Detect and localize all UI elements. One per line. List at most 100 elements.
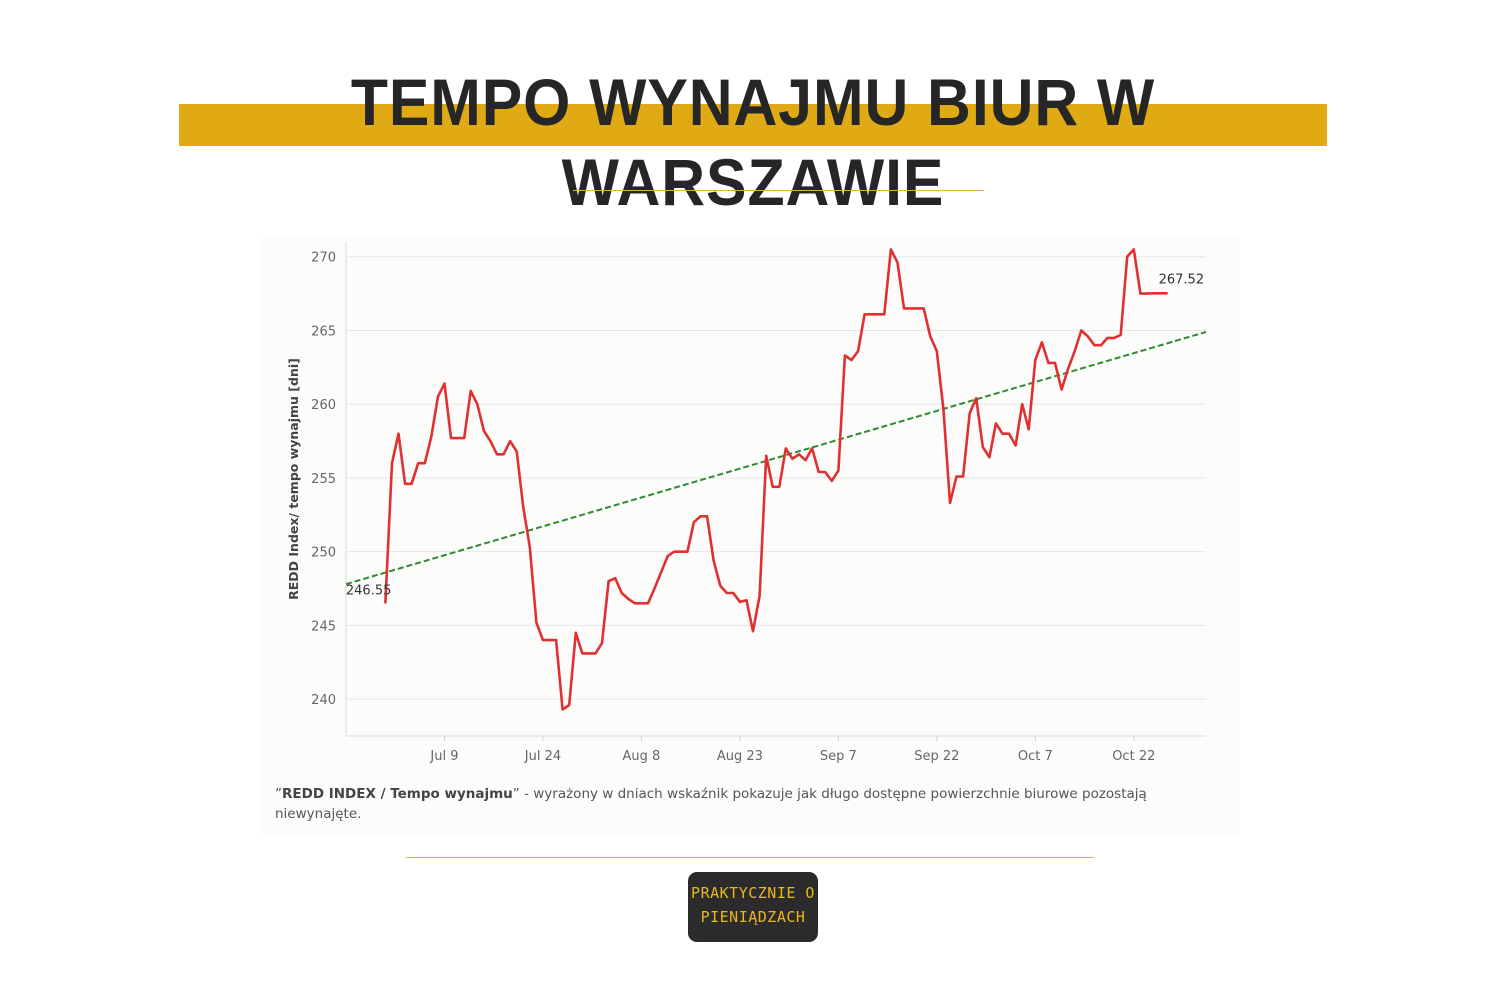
data-point bbox=[496, 453, 499, 456]
data-point bbox=[1139, 292, 1142, 295]
data-point bbox=[680, 550, 683, 553]
data-point bbox=[850, 359, 853, 362]
data-point bbox=[568, 704, 571, 707]
x-tick-label: Sep 7 bbox=[820, 749, 857, 764]
data-point bbox=[634, 602, 637, 605]
data-point bbox=[765, 455, 768, 458]
data-point bbox=[1132, 248, 1135, 251]
data-point bbox=[515, 450, 518, 453]
data-point bbox=[732, 592, 735, 595]
data-point bbox=[1113, 337, 1116, 340]
data-point bbox=[529, 546, 532, 549]
footnote-term: REDD INDEX / Tempo wynajmu bbox=[282, 786, 513, 802]
data-point bbox=[1047, 362, 1050, 365]
divider-bottom bbox=[406, 857, 1094, 858]
data-point bbox=[712, 559, 715, 562]
data-point bbox=[824, 471, 827, 474]
start-value-label: 246.55 bbox=[346, 584, 392, 599]
data-point bbox=[653, 587, 656, 590]
data-point bbox=[1159, 292, 1162, 295]
y-tick-label: 260 bbox=[311, 398, 336, 413]
data-point bbox=[489, 440, 492, 443]
data-point bbox=[745, 599, 748, 602]
data-point bbox=[1027, 428, 1030, 431]
y-axis-title: REDD Index/ tempo wynajmu [dni] bbox=[286, 358, 301, 600]
chart-footnote: ”REDD INDEX / Tempo wynajmu” - wyrażony … bbox=[275, 784, 1175, 824]
data-point bbox=[896, 261, 899, 264]
data-point bbox=[883, 313, 886, 316]
data-point bbox=[922, 307, 925, 310]
data-point bbox=[831, 480, 834, 483]
data-point bbox=[811, 447, 814, 450]
data-point bbox=[1034, 359, 1037, 362]
data-point bbox=[1073, 350, 1076, 353]
data-point bbox=[791, 457, 794, 460]
data-point bbox=[817, 471, 820, 474]
data-point bbox=[778, 485, 781, 488]
data-point bbox=[968, 412, 971, 415]
data-point bbox=[456, 437, 459, 440]
data-point bbox=[627, 598, 630, 601]
logo-line-1: PRAKTYCZNIE O bbox=[691, 884, 815, 902]
data-point bbox=[1100, 344, 1103, 347]
data-point bbox=[450, 437, 453, 440]
data-point bbox=[929, 335, 932, 338]
data-point bbox=[699, 515, 702, 518]
data-point bbox=[752, 630, 755, 633]
page-title: TEMPO WYNAJMU BIUR W WARSZAWIE bbox=[350, 65, 1156, 219]
data-point bbox=[391, 462, 394, 465]
data-point bbox=[725, 592, 728, 595]
data-point bbox=[903, 307, 906, 310]
brand-logo: PRAKTYCZNIE O PIENIĄDZACH bbox=[688, 872, 818, 942]
data-point bbox=[844, 354, 847, 357]
y-tick-label: 250 bbox=[311, 546, 336, 561]
data-point bbox=[1060, 388, 1063, 391]
data-point bbox=[870, 313, 873, 316]
data-point bbox=[443, 382, 446, 385]
data-point bbox=[640, 602, 643, 605]
y-tick-label: 270 bbox=[311, 251, 336, 266]
footnote-description: ” - wyrażony w dniach wskaźnik pokazuje … bbox=[275, 786, 1147, 822]
data-point bbox=[988, 456, 991, 459]
data-point bbox=[1146, 292, 1149, 295]
data-point bbox=[548, 639, 551, 642]
data-point bbox=[1119, 334, 1122, 337]
x-tick-label: Oct 22 bbox=[1112, 749, 1155, 764]
data-point bbox=[1126, 255, 1129, 258]
data-point bbox=[981, 446, 984, 449]
divider-top bbox=[573, 190, 984, 191]
chart-panel: 240 245 250 255 260 265 270 Jul 9 Jul 24 Aug 8 Aug… bbox=[260, 236, 1240, 834]
logo-line-2: PIENIĄDZACH bbox=[700, 908, 806, 926]
data-point bbox=[916, 307, 919, 310]
data-point bbox=[607, 580, 610, 583]
x-tick-label: Aug 8 bbox=[623, 749, 661, 764]
y-tick-label: 245 bbox=[311, 619, 336, 634]
data-point bbox=[949, 502, 952, 505]
data-point bbox=[581, 652, 584, 655]
trend-line bbox=[345, 330, 1207, 586]
data-point bbox=[673, 550, 676, 553]
footnote-quote-open: ” bbox=[275, 786, 282, 802]
data-point bbox=[522, 506, 525, 509]
data-point bbox=[995, 422, 998, 425]
data-point bbox=[1093, 344, 1096, 347]
data-point bbox=[837, 469, 840, 472]
end-value-label: 267.52 bbox=[1159, 272, 1205, 287]
y-tick-label: 265 bbox=[311, 324, 336, 339]
data-point bbox=[771, 485, 774, 488]
data-point bbox=[706, 515, 709, 518]
series-line bbox=[384, 248, 1168, 711]
data-point bbox=[758, 595, 761, 598]
data-point bbox=[620, 592, 623, 595]
data-point bbox=[975, 397, 978, 400]
data-point bbox=[437, 396, 440, 399]
data-point bbox=[1014, 444, 1017, 447]
title-highlight-bar bbox=[179, 104, 1327, 146]
data-point bbox=[666, 555, 669, 558]
x-tick-label: Aug 23 bbox=[717, 749, 763, 764]
data-point bbox=[936, 350, 939, 353]
data-point bbox=[463, 437, 466, 440]
data-point bbox=[476, 403, 479, 406]
data-point bbox=[594, 652, 597, 655]
data-point bbox=[1152, 292, 1155, 295]
